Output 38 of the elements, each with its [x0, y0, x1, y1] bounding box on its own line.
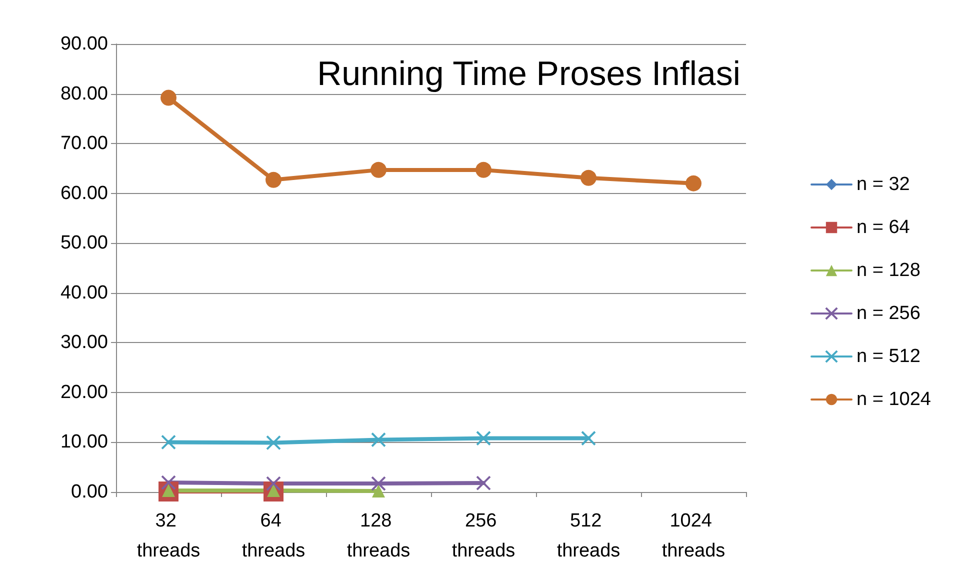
- y-tick-label: 60.00: [60, 182, 108, 204]
- chart-title: Running Time Proses Inflasi: [317, 55, 740, 93]
- x-tick-label: 512 threads: [556, 510, 620, 562]
- y-tick-label: 20.00: [60, 382, 108, 403]
- point: [581, 430, 596, 446]
- legend-label: n = 32: [856, 174, 910, 195]
- y-tick-label: 10.00: [60, 432, 108, 453]
- x-tick-label: 1024 threads: [662, 510, 726, 562]
- legend-label: n = 512: [856, 346, 920, 367]
- y-tick-label: 0.00: [71, 482, 108, 502]
- legend-label: n = 64: [856, 217, 910, 238]
- legend-label: n = 256: [856, 303, 920, 324]
- point: [161, 434, 176, 450]
- legend-label: n = 128: [856, 260, 920, 281]
- y-tick-label: 30.00: [60, 332, 108, 354]
- legend-label: n = 1024: [856, 389, 932, 410]
- point: [266, 435, 281, 450]
- x-tick-label: 64 threads: [242, 510, 306, 562]
- point: [476, 476, 491, 491]
- point: [266, 172, 282, 188]
- point: [372, 484, 385, 498]
- x-tick-label: 128 threads: [346, 510, 410, 562]
- y-tick-label: 90.00: [60, 34, 108, 54]
- point: [371, 432, 386, 448]
- point: [476, 162, 492, 178]
- x-tick-label: 32 threads: [136, 510, 200, 562]
- y-tick-label: 40.00: [60, 282, 108, 304]
- point: [160, 90, 176, 106]
- y-tick-label: 70.00: [60, 133, 108, 154]
- point: [161, 475, 176, 490]
- point: [580, 170, 596, 186]
- point: [371, 476, 386, 492]
- point: [370, 162, 386, 178]
- y-tick-label: 80.00: [60, 83, 108, 104]
- y-tick-label: 50.00: [60, 232, 108, 254]
- point: [686, 175, 702, 192]
- x-tick-label: 256 threads: [452, 510, 516, 562]
- point: [476, 430, 491, 446]
